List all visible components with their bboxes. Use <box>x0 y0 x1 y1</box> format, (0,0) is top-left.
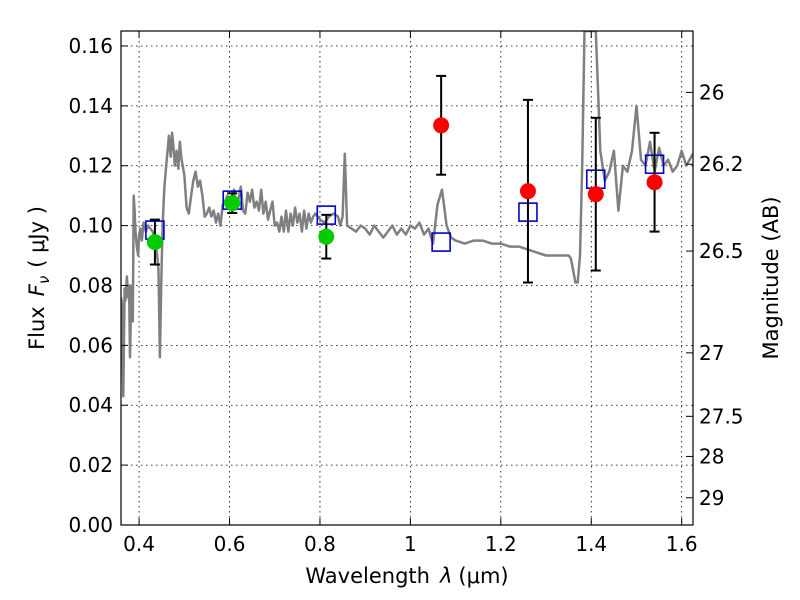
plot-frame <box>120 30 694 526</box>
observed-point <box>318 228 335 245</box>
gridlines <box>121 31 693 526</box>
x-tick-label: 1 <box>404 532 417 556</box>
y-tick-label: 0.04 <box>68 393 113 417</box>
y-tick-label: 0.02 <box>68 453 113 477</box>
observed-point <box>519 183 536 200</box>
observed-point <box>224 195 241 212</box>
y2-tick-label: 26.2 <box>699 152 744 176</box>
y-tick-label: 0.16 <box>68 34 113 58</box>
y2-tick-label: 27 <box>699 341 724 365</box>
x-tick-label: 0.4 <box>123 532 155 556</box>
y2-tick-label: 26.5 <box>699 239 744 263</box>
observed-point <box>146 234 163 251</box>
x-tick-label: 1.6 <box>666 532 698 556</box>
spectrum-line <box>121 31 693 398</box>
x-tick-label: 0.6 <box>214 532 246 556</box>
y-tick-label: 0.06 <box>68 333 113 357</box>
y2-axis-label: Magnitude (AB) <box>759 196 783 359</box>
y-tick-label: 0.10 <box>68 214 113 238</box>
y2-tick-label: 28 <box>699 444 724 468</box>
observed-point <box>587 186 604 203</box>
template-spectrum <box>121 31 693 398</box>
y-tick-label: 0.00 <box>68 513 113 537</box>
y2-tick-label: 26 <box>699 80 724 104</box>
y2-tick-label: 29 <box>699 486 724 510</box>
y2-tick-label: 27.5 <box>699 404 744 428</box>
x-tick-label: 1.4 <box>575 532 607 556</box>
x-axis-label: Wavelength λ (μm) <box>305 564 508 588</box>
photometry-points <box>145 74 665 284</box>
y-tick-label: 0.14 <box>68 94 113 118</box>
observed-point <box>646 174 663 191</box>
observed-point <box>433 117 450 134</box>
axis-ticks: 0.4 0.6 0.8 1 1.2 1.4 1.6 0.00 0.02 0.04 0.06 0.08 0… <box>68 31 744 556</box>
y-tick-label: 0.12 <box>68 154 113 178</box>
y-tick-label: 0.08 <box>68 273 113 297</box>
x-tick-label: 1.2 <box>485 532 517 556</box>
x-tick-label: 0.8 <box>304 532 336 556</box>
model-square <box>431 232 451 252</box>
y-axis-label: FluxFν( μJy ) <box>25 206 53 350</box>
